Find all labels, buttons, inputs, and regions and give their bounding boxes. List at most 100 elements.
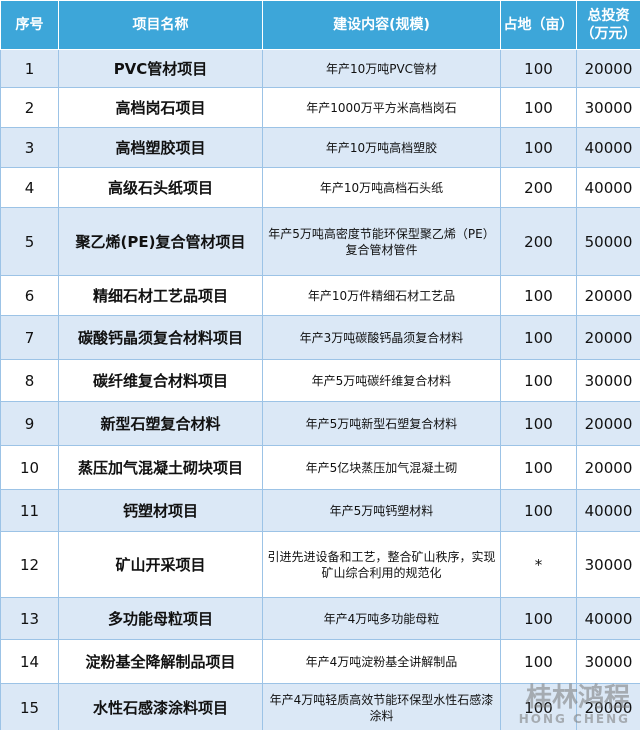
table-cell: 100 (500, 315, 577, 360)
table-cell: 年产4万吨淀粉基全讲解制品 (262, 639, 501, 684)
table-cell: 7 (0, 315, 59, 360)
table-cell: 20000 (576, 683, 640, 730)
table-row: 1 PVC管材项目 年产10万吨PVC管材 100 20000 (0, 49, 640, 88)
table-cell: 200 (500, 167, 577, 208)
table-cell: 蒸压加气混凝土砌块项目 (58, 445, 263, 490)
table-cell: 20000 (576, 275, 640, 316)
table-cell: 年产4万吨轻质高效节能环保型水性石感漆涂料 (262, 683, 501, 730)
table-cell: 13 (0, 597, 59, 640)
table-cell: 年产5万吨碳纤维复合材料 (262, 359, 501, 402)
table-cell: 年产10万件精细石材工艺品 (262, 275, 501, 316)
table-row: 9 新型石塑复合材料 年产5万吨新型石塑复合材料 100 20000 (0, 401, 640, 446)
table-cell: 12 (0, 531, 59, 598)
table-cell: 年产3万吨碳酸钙晶须复合材料 (262, 315, 501, 360)
table-row: 13 多功能母粒项目 年产4万吨多功能母粒 100 40000 (0, 597, 640, 640)
table-row: 5 聚乙烯(PE)复合管材项目 年产5万吨高密度节能环保型聚乙烯（PE）复合管材管件… (0, 207, 640, 276)
table-cell: * (500, 531, 577, 598)
table-cell: 年产5万吨新型石塑复合材料 (262, 401, 501, 446)
table-cell: 4 (0, 167, 59, 208)
header-cell: 占地（亩） (500, 0, 577, 50)
table-cell: 年产10万吨高档塑胶 (262, 127, 501, 168)
table-row: 8 碳纤维复合材料项目 年产5万吨碳纤维复合材料 100 30000 (0, 359, 640, 402)
table-cell: 100 (500, 87, 577, 128)
table-cell: 年产1000万平方米高档岗石 (262, 87, 501, 128)
table-cell: 精细石材工艺品项目 (58, 275, 263, 316)
table-cell: 30000 (576, 531, 640, 598)
table-row: 3 高档塑胶项目 年产10万吨高档塑胶 100 40000 (0, 127, 640, 168)
table-cell: 年产4万吨多功能母粒 (262, 597, 501, 640)
header-cell: 项目名称 (58, 0, 263, 50)
table-cell: 水性石感漆涂料项目 (58, 683, 263, 730)
table-cell: PVC管材项目 (58, 49, 263, 88)
header-cell: 建设内容(规模) (262, 0, 501, 50)
table-cell: 引进先进设备和工艺，整合矿山秩序，实现矿山综合利用的规范化 (262, 531, 501, 598)
table-cell: 9 (0, 401, 59, 446)
table-cell: 年产10万吨PVC管材 (262, 49, 501, 88)
table-cell: 年产5万吨钙塑材料 (262, 489, 501, 532)
table-cell: 40000 (576, 597, 640, 640)
table-cell: 高档岗石项目 (58, 87, 263, 128)
table-cell: 20000 (576, 445, 640, 490)
header-row: 序号 项目名称 建设内容(规模) 占地（亩） 总投资（万元） (0, 0, 640, 50)
table-cell: 矿山开采项目 (58, 531, 263, 598)
table-cell: 100 (500, 597, 577, 640)
table-cell: 50000 (576, 207, 640, 276)
table-cell: 40000 (576, 167, 640, 208)
table-cell: 年产10万吨高档石头纸 (262, 167, 501, 208)
table-cell: 15 (0, 683, 59, 730)
table-cell: 100 (500, 275, 577, 316)
table-cell: 10 (0, 445, 59, 490)
table-cell: 100 (500, 127, 577, 168)
watermark-text: 桂林鸿程 (525, 683, 630, 713)
table-cell: 聚乙烯(PE)复合管材项目 (58, 207, 263, 276)
table-cell: 20000 (576, 49, 640, 88)
table-cell: 100 (500, 445, 577, 490)
table-cell: 1 (0, 49, 59, 88)
table-cell: 8 (0, 359, 59, 402)
table-cell: 年产5万吨高密度节能环保型聚乙烯（PE）复合管材管件 (262, 207, 501, 276)
table-cell: 100 (500, 639, 577, 684)
table-cell: 碳纤维复合材料项目 (58, 359, 263, 402)
table-cell: 新型石塑复合材料 (58, 401, 263, 446)
table-cell: 30000 (576, 639, 640, 684)
table-cell: 100 (500, 359, 577, 402)
table-cell: 5 (0, 207, 59, 276)
table-cell: 多功能母粒项目 (58, 597, 263, 640)
table-cell: 20000 (576, 401, 640, 446)
table-cell: 100 (500, 49, 577, 88)
table-cell: 40000 (576, 489, 640, 532)
table-cell: 2 (0, 87, 59, 128)
table-row: 11 钙塑材项目 年产5万吨钙塑材料 100 40000 (0, 489, 640, 532)
header-cell: 总投资（万元） (576, 0, 640, 50)
table-cell: 淀粉基全降解制品项目 (58, 639, 263, 684)
table-cell: 高级石头纸项目 (58, 167, 263, 208)
table-cell: 40000 (576, 127, 640, 168)
table-row: 15 水性石感漆涂料项目 年产4万吨轻质高效节能环保型水性石感漆涂料 100 20000 (0, 683, 640, 730)
table-cell: 20000 (576, 315, 640, 360)
table-row: 14 淀粉基全降解制品项目 年产4万吨淀粉基全讲解制品 100 30000 (0, 639, 640, 684)
table-cell: 30000 (576, 359, 640, 402)
table-cell: 14 (0, 639, 59, 684)
table-cell: 6 (0, 275, 59, 316)
table-cell: 100 (500, 401, 577, 446)
table-cell: 100 (500, 683, 577, 730)
table-cell: 200 (500, 207, 577, 276)
table-cell: 30000 (576, 87, 640, 128)
table-cell: 3 (0, 127, 59, 168)
table-cell: 11 (0, 489, 59, 532)
table-row: 4 高级石头纸项目 年产10万吨高档石头纸 200 40000 (0, 167, 640, 208)
header-cell: 序号 (0, 0, 59, 50)
table-row: 7 碳酸钙晶须复合材料项目 年产3万吨碳酸钙晶须复合材料 100 20000 (0, 315, 640, 360)
table-row: 12 矿山开采项目 引进先进设备和工艺，整合矿山秩序，实现矿山综合利用的规范化 * 30… (0, 531, 640, 598)
table-cell: 高档塑胶项目 (58, 127, 263, 168)
watermark-text: HONG CHENG (518, 712, 630, 726)
table-cell: 100 (500, 489, 577, 532)
table-cell: 钙塑材项目 (58, 489, 263, 532)
table-cell: 年产5亿块蒸压加气混凝土砌 (262, 445, 501, 490)
table-row: 10 蒸压加气混凝土砌块项目 年产5亿块蒸压加气混凝土砌 100 20000 (0, 445, 640, 490)
table-cell: 碳酸钙晶须复合材料项目 (58, 315, 263, 360)
watermark: 桂林鸿程 HONG CHENG (519, 684, 630, 726)
table-body: 1 PVC管材项目 年产10万吨PVC管材 100 20000 2 高档岗石项目 年产1000… (0, 49, 640, 730)
